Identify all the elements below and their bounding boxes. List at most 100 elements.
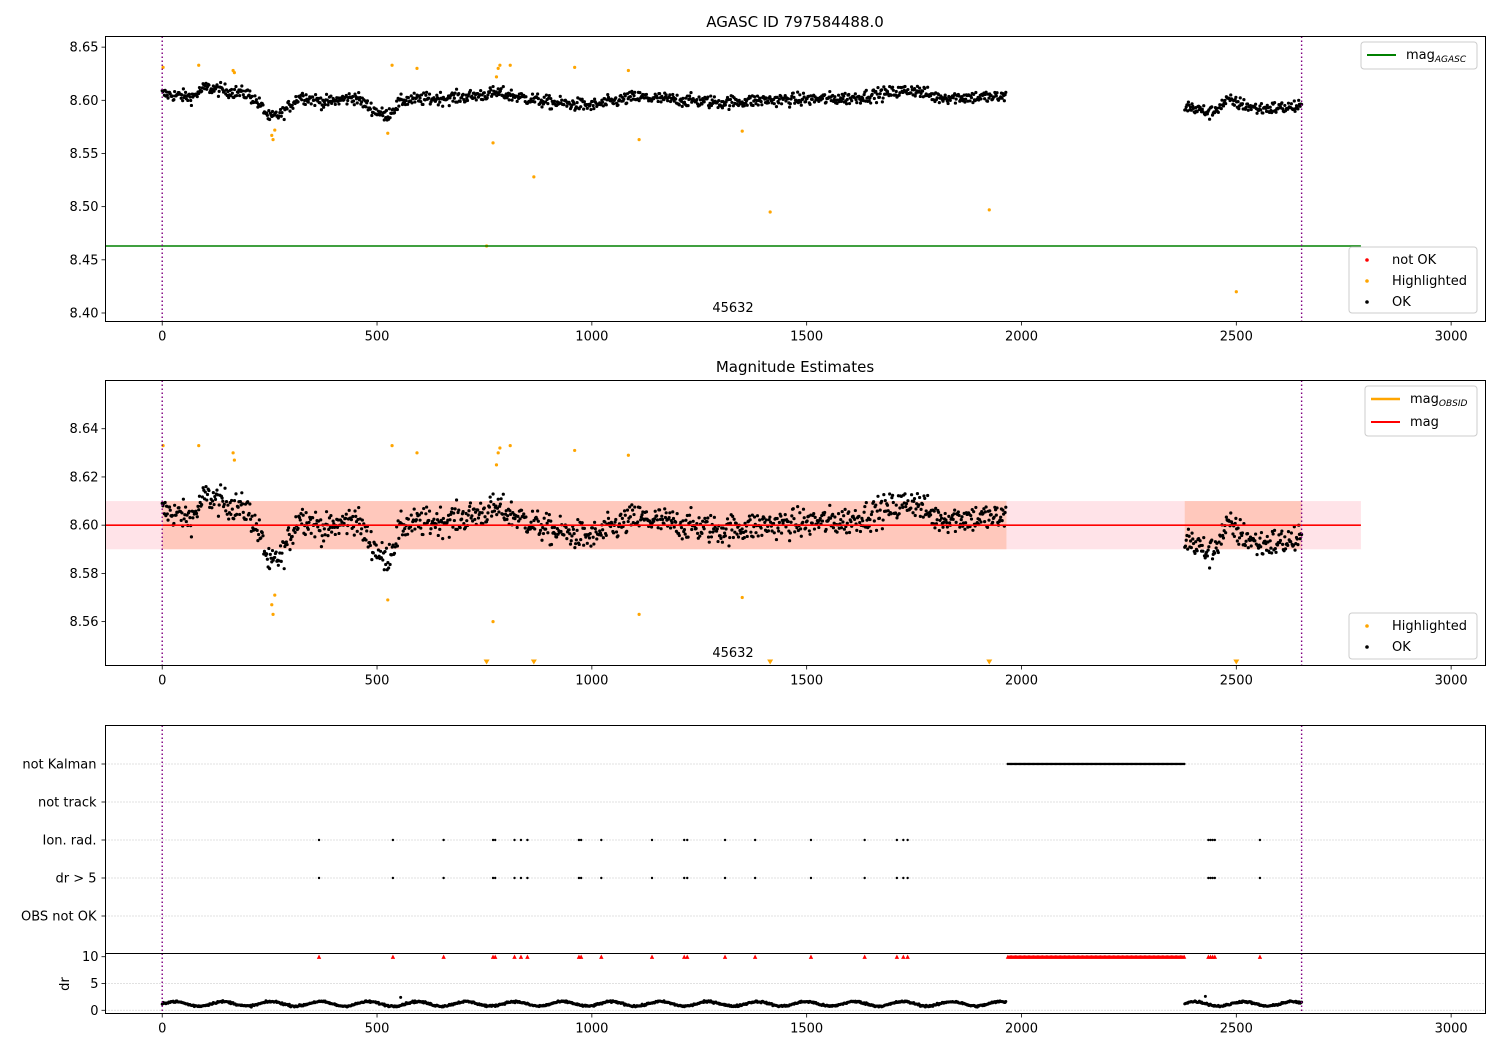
ok-point <box>945 525 949 529</box>
ok-point <box>1286 530 1291 534</box>
ok-point <box>789 520 793 524</box>
ok-point <box>293 530 297 534</box>
ok-point <box>472 507 476 511</box>
ok-point <box>712 95 716 99</box>
ok-point <box>480 511 484 515</box>
ok-point <box>492 509 497 513</box>
category-label: not Kalman <box>22 758 96 773</box>
off-scale-marker <box>1233 659 1240 665</box>
ok-point <box>842 514 846 518</box>
ok-point <box>895 516 899 520</box>
ok-point <box>425 505 429 509</box>
ok-point <box>874 503 878 507</box>
ok-point <box>329 94 333 98</box>
ok-point <box>687 94 692 98</box>
ok-point <box>1223 98 1227 103</box>
ok-point <box>1259 108 1263 112</box>
ok-point <box>309 531 313 535</box>
ok-point <box>1289 540 1293 544</box>
ok-point <box>601 536 605 540</box>
ok-point <box>945 521 949 525</box>
ok-point <box>611 102 616 106</box>
clipped-dr-marker <box>512 954 517 959</box>
ok-point <box>306 100 310 104</box>
ok-point <box>926 85 930 89</box>
highlighted-point <box>637 612 641 616</box>
ok-point <box>167 505 172 509</box>
highlighted-point <box>987 208 991 212</box>
ok-point <box>470 514 474 518</box>
ok-point <box>220 496 224 500</box>
ok-point <box>853 517 857 521</box>
ok-point <box>1234 516 1238 520</box>
ok-point <box>1258 536 1262 540</box>
ok-point <box>709 513 713 518</box>
ok-point <box>1268 105 1272 109</box>
ok-point <box>845 97 849 102</box>
ok-point <box>559 529 563 534</box>
ok-point <box>1210 538 1214 542</box>
ok-point <box>555 535 559 539</box>
highlighted-point <box>390 444 394 448</box>
flag-point <box>1207 838 1210 842</box>
ok-point <box>802 95 806 99</box>
ok-point <box>219 483 223 487</box>
ok-point <box>698 534 702 538</box>
ok-point <box>917 503 921 507</box>
ok-point <box>868 517 872 522</box>
ok-point <box>486 93 490 97</box>
ok-point <box>724 527 728 531</box>
ok-point <box>483 515 487 519</box>
legend-highlighted-label: Highlighted <box>1392 619 1467 634</box>
magnitude-panel-annotation: 45632 <box>712 646 753 661</box>
ok-point <box>1213 551 1217 555</box>
ok-point <box>187 92 191 96</box>
ok-point <box>414 518 418 522</box>
ok-point <box>777 520 781 525</box>
ok-point <box>572 532 576 536</box>
ok-point <box>279 114 283 118</box>
ok-point <box>718 534 722 538</box>
ok-point <box>387 566 391 570</box>
ok-point <box>1240 102 1245 106</box>
ok-point <box>881 96 885 100</box>
ok-point <box>274 110 278 114</box>
ok-point <box>409 513 413 517</box>
ok-point <box>968 99 972 103</box>
ok-point <box>282 567 286 571</box>
ok-point <box>303 532 307 537</box>
ok-point <box>664 511 668 515</box>
ok-point <box>1255 552 1259 557</box>
ok-point <box>461 92 465 96</box>
ok-point <box>406 517 410 521</box>
ok-point <box>606 92 610 97</box>
ok-point <box>210 506 214 510</box>
ok-point <box>200 503 204 507</box>
ok-point <box>395 99 399 103</box>
ok-point <box>924 509 928 513</box>
ok-point <box>769 520 773 524</box>
ok-point <box>487 505 492 509</box>
ok-point <box>250 514 254 518</box>
ok-point <box>716 539 720 544</box>
ok-point <box>756 534 760 538</box>
ok-point <box>267 109 271 113</box>
ok-point <box>1283 103 1287 108</box>
ok-point <box>620 516 624 520</box>
x-tick-label: 2500 <box>1220 1022 1253 1037</box>
ok-point <box>1237 542 1241 546</box>
ok-point <box>452 96 456 100</box>
ok-point <box>707 106 711 110</box>
ok-point <box>1249 107 1253 112</box>
ok-point <box>387 107 391 111</box>
ok-point <box>453 91 457 95</box>
ok-point <box>752 95 757 99</box>
ok-point <box>625 508 630 512</box>
ok-point <box>1202 104 1206 108</box>
ok-point <box>267 117 272 122</box>
ok-point <box>712 515 716 519</box>
ok-point <box>625 101 629 105</box>
point-legend-box <box>1348 246 1478 314</box>
flag-point <box>906 876 909 880</box>
ok-point <box>260 530 264 535</box>
